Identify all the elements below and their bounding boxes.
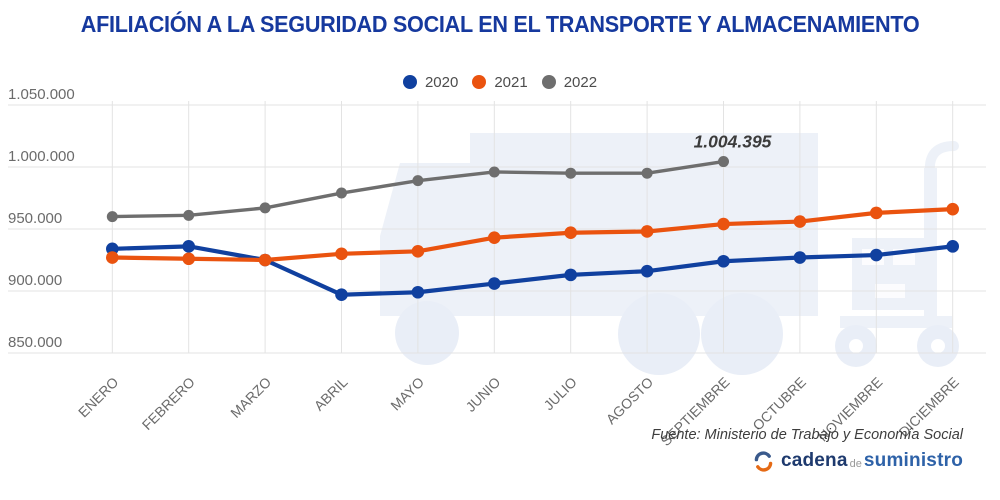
source-attribution: Fuente: Ministerio de Trabajo y Economía… xyxy=(651,427,963,443)
series-point-2021 xyxy=(335,247,348,261)
series-point-2022 xyxy=(412,175,424,187)
series-point-2021 xyxy=(946,202,959,216)
x-tick-label: FEBRERO xyxy=(139,374,198,433)
series-point-2020 xyxy=(335,288,348,302)
series-point-2021 xyxy=(640,225,654,238)
series-point-2022 xyxy=(641,167,653,179)
series-point-2020 xyxy=(564,268,577,282)
legend-label-2020: 2020 xyxy=(424,73,459,91)
chart-legend: 2020 2021 2022 xyxy=(0,72,1000,92)
series-point-2020 xyxy=(182,240,195,253)
series-point-2020 xyxy=(793,251,807,264)
series-point-2021 xyxy=(258,253,272,267)
series-point-2020 xyxy=(946,240,959,253)
y-tick-label: 1.050.000 xyxy=(8,86,75,103)
y-tick-label: 850.000 xyxy=(8,334,62,351)
legend-item-2021: 2021 xyxy=(472,73,528,91)
series-point-2022 xyxy=(106,211,118,223)
x-tick-label: ABRIL xyxy=(311,374,351,414)
series-point-2020 xyxy=(411,285,425,299)
logo-word-de: de xyxy=(849,458,862,470)
brand-logo: cadena de suministro xyxy=(753,450,963,472)
legend-label-2021: 2021 xyxy=(494,73,528,91)
series-point-2021 xyxy=(106,251,119,264)
value-annotation: 1.004.395 xyxy=(694,132,772,152)
legend-item-2022: 2022 xyxy=(541,73,598,91)
series-point-2020 xyxy=(106,242,119,256)
series-point-2022 xyxy=(565,167,577,179)
x-tick-label: JUNIO xyxy=(462,374,503,415)
page-title: AFILIACIÓN A LA SEGURIDAD SOCIAL EN EL T… xyxy=(0,11,1000,38)
series-point-2020 xyxy=(717,254,730,268)
y-tick-label: 900.000 xyxy=(8,272,62,289)
series-point-2020 xyxy=(488,277,501,290)
x-tick-label: MAYO xyxy=(387,374,427,414)
legend-dot-2021 xyxy=(472,75,487,89)
legend-dot-2022 xyxy=(541,75,556,89)
x-tick-label: AGOSTO xyxy=(603,374,657,428)
legend-dot-2020 xyxy=(402,75,417,89)
series-point-2020 xyxy=(870,248,883,262)
series-line-2021 xyxy=(110,207,955,263)
series-point-2022 xyxy=(718,156,729,168)
series-point-2021 xyxy=(564,226,577,240)
x-tick-label: ENERO xyxy=(75,374,122,421)
series-point-2020 xyxy=(640,264,654,278)
cadena-de-suministro-logo-icon xyxy=(754,450,773,472)
logo-word-cadena: cadena xyxy=(780,450,848,471)
series-point-2021 xyxy=(488,231,501,244)
truck-watermark xyxy=(380,133,959,375)
series-point-2022 xyxy=(336,187,347,199)
legend-item-2020: 2020 xyxy=(402,73,459,91)
series-point-2022 xyxy=(183,209,195,221)
x-tick-label: OCTUBRE xyxy=(749,374,809,434)
y-tick-label: 950.000 xyxy=(8,210,62,227)
series-point-2021 xyxy=(411,245,425,258)
x-tick-label: JULIO xyxy=(540,374,579,413)
series-point-2021 xyxy=(793,215,807,228)
series-point-2021 xyxy=(182,252,195,266)
series-point-2021 xyxy=(870,206,883,220)
series-point-2021 xyxy=(717,217,730,231)
x-tick-label: MARZO xyxy=(227,374,274,421)
y-tick-label: 1.000.000 xyxy=(8,148,75,165)
legend-label-2022: 2022 xyxy=(563,73,598,91)
series-point-2022 xyxy=(488,166,500,178)
page-title-text: AFILIACIÓN A LA SEGURIDAD SOCIAL EN EL T… xyxy=(80,11,920,37)
logo-word-suministro: suministro xyxy=(863,450,963,471)
series-point-2022 xyxy=(259,202,271,214)
